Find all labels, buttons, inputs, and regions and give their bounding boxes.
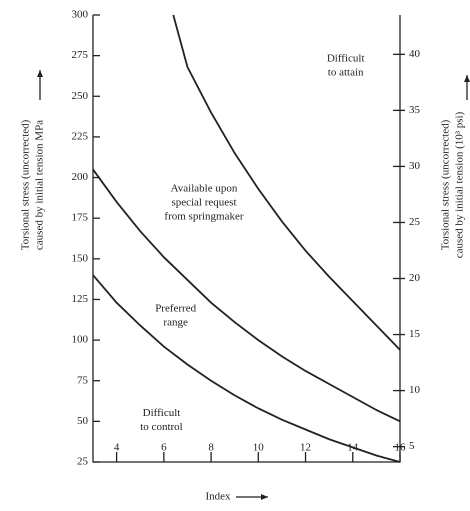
axis-lines	[93, 15, 400, 462]
annotation: to control	[140, 421, 182, 433]
annotation: range	[163, 317, 188, 329]
annotation: to attain	[328, 66, 364, 78]
annotation: Preferred	[155, 303, 196, 315]
x-arrowhead	[261, 494, 268, 500]
curve	[93, 169, 400, 421]
y-axis-label: Torsional stress (uncorrected)	[20, 119, 32, 250]
annotation: Difficult	[143, 407, 181, 419]
x-tick-label: 12	[300, 442, 311, 454]
annotation: Available upon	[171, 182, 238, 194]
y2-arrowhead	[464, 75, 470, 82]
x-axis-label: Index	[205, 491, 231, 503]
y-tick-label: 75	[77, 374, 89, 386]
x-tick-label: 10	[253, 442, 265, 454]
y-tick-label: 150	[72, 252, 89, 264]
y2-axis-label: caused by initial tension (10³ psi)	[454, 111, 466, 258]
y-tick-label: 175	[72, 212, 89, 224]
y2-tick-label: 40	[409, 48, 421, 60]
y-tick-label: 50	[77, 415, 89, 427]
y-tick-label: 300	[72, 9, 89, 21]
x-tick-label: 4	[114, 442, 120, 454]
y2-axis-label: Torsional stress (uncorrected)	[440, 119, 452, 250]
y2-tick-label: 5	[409, 440, 415, 452]
x-tick-label: 8	[208, 442, 214, 454]
annotation: Difficult	[327, 52, 365, 64]
y-tick-label: 25	[77, 456, 89, 468]
chart: 25 50 75 100 125 150 175 200 225 250 275 300 5 10 15 20…	[0, 0, 470, 511]
x-tick-label: 6	[161, 442, 167, 454]
y-tick-label: 100	[72, 334, 89, 346]
y2-tick-label: 15	[409, 328, 421, 340]
y-tick-label: 125	[72, 293, 89, 305]
y2-tick-label: 25	[409, 216, 421, 228]
y-tick-label: 275	[72, 49, 89, 61]
annotation: from springmaker	[164, 210, 243, 222]
y2-tick-label: 35	[409, 104, 421, 116]
x-tick-label: 16	[395, 442, 407, 454]
annotation: special request	[171, 196, 236, 208]
y-axis-label: caused by initial tension MPa	[34, 120, 46, 250]
y2-tick-label: 20	[409, 272, 421, 284]
y-tick-label: 225	[72, 130, 89, 142]
y-tick-label: 250	[72, 90, 89, 102]
y-arrowhead	[37, 70, 43, 77]
y2-tick-label: 30	[409, 160, 421, 172]
y-tick-label: 200	[72, 171, 89, 183]
y2-tick-label: 10	[409, 384, 421, 396]
